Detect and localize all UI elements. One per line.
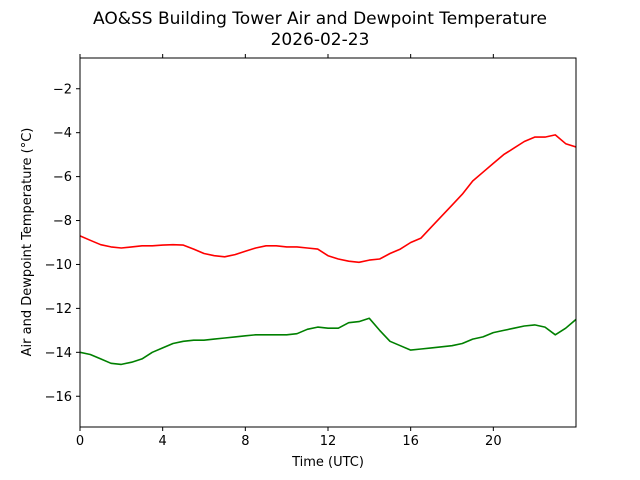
x-tick-label: 20 [485, 434, 502, 449]
x-tick-label: 8 [241, 434, 249, 449]
x-tick-label: 12 [320, 434, 337, 449]
x-tick-label: 16 [402, 434, 419, 449]
air-temperature-line [80, 134, 576, 264]
y-tick-label: −10 [45, 258, 72, 273]
x-tick-label: 0 [76, 434, 84, 449]
y-tick-label: −12 [45, 302, 72, 317]
y-tick-label: −8 [53, 214, 72, 229]
plot-series [80, 134, 576, 366]
dewpoint-temperature-line [80, 317, 576, 366]
x-tick-label: 4 [159, 434, 167, 449]
x-axis: 0 4 8 12 16 20 [76, 54, 502, 449]
y-axis: −16 −14 −12 −10 −8 −6 −4 −2 [45, 82, 80, 405]
y-tick-label: −16 [45, 390, 72, 405]
chart-subtitle: 2026-02-23 [271, 30, 370, 50]
y-tick-label: −2 [53, 82, 72, 97]
x-axis-label: Time (UTC) [291, 455, 364, 470]
chart-title: AO&SS Building Tower Air and Dewpoint Te… [93, 9, 547, 29]
plot-frame [79, 57, 577, 428]
y-tick-label: −6 [53, 170, 72, 185]
y-tick-label: −4 [53, 126, 72, 141]
y-axis-label: Air and Dewpoint Temperature (°C) [20, 128, 35, 357]
y-tick-label: −14 [45, 346, 72, 361]
